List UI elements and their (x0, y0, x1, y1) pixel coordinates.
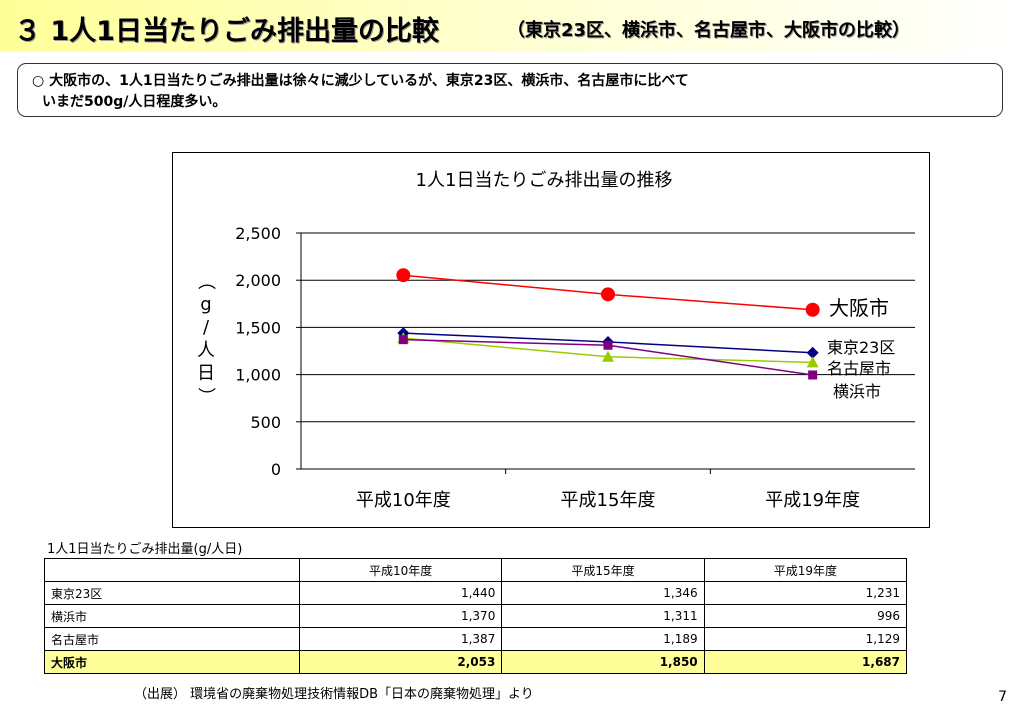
data-point (806, 356, 819, 368)
table-header-cell: 平成10年度 (298, 558, 503, 582)
x-tick-label: 平成10年度 (356, 490, 451, 511)
row-label: 大阪市 (44, 650, 300, 674)
table-cell: 996 (703, 604, 908, 628)
y-axis-label-glyph: 人 (197, 340, 215, 361)
y-axis-label: （ g/人日 ） (195, 272, 216, 405)
y-tick-label: 2,500 (235, 224, 281, 243)
series-0 (396, 268, 820, 317)
x-tick-label: 平成15年度 (561, 490, 656, 511)
table-cell: 1,370 (298, 604, 503, 628)
chart-canvas: 1人1日当たりごみ排出量の推移 0 500 1,000 1,500 2,000 2,500… (195, 170, 915, 511)
legend-label: 東京23区 (827, 338, 895, 357)
y-tick-labels: 0 500 1,000 1,500 2,000 2,500 (235, 224, 281, 479)
table-cell: 1,311 (501, 604, 705, 628)
y-axis-label-glyph: g (200, 294, 211, 315)
y-tick-label: 1,500 (235, 318, 281, 337)
source-note: （出展） 環境省の廃棄物処理技術情報DB「日本の廃棄物処理」より (134, 687, 534, 702)
table-cell: 1,346 (501, 581, 705, 605)
series-layer (396, 268, 820, 380)
y-tick-label: 0 (271, 460, 281, 479)
table-cell: 1,850 (501, 650, 705, 674)
page-subtitle: （東京23区、横浜市、名古屋市、大阪市の比較） (507, 20, 911, 41)
y-axis-label-glyph: ） (195, 387, 216, 405)
series-3 (398, 335, 818, 380)
table-cell: 1,440 (298, 581, 503, 605)
y-axis-label-glyph: 日 (197, 363, 215, 384)
data-point (601, 287, 615, 302)
title-band: ３ 1人1日当たりごみ排出量の比較 （東京23区、横浜市、名古屋市、大阪市の比較… (0, 0, 1023, 52)
y-axis-label-glyph: / (203, 317, 210, 338)
table-header-cell: 平成19年度 (703, 558, 908, 582)
x-tick-labels: 平成10年度 平成15年度 平成19年度 (356, 490, 860, 511)
data-point (396, 268, 411, 283)
table-header-cell: 平成15年度 (501, 558, 705, 582)
data-point (603, 340, 613, 350)
x-tick-label: 平成19年度 (765, 490, 860, 511)
page-title: ３ 1人1日当たりごみ排出量の比較 (14, 16, 439, 47)
data-point (805, 302, 820, 317)
summary-line-1: ○ 大阪市の、1人1日当たりごみ排出量は徐々に減少しているが、東京23区、横浜市… (32, 73, 689, 89)
legend-label: 大阪市 (829, 296, 889, 320)
data-point (602, 350, 614, 362)
table-caption: 1人1日当たりごみ排出量(g/人日) (47, 542, 243, 557)
table-header-row: 平成10年度 平成15年度 平成19年度 (44, 558, 908, 582)
y-tick-label: 500 (250, 413, 281, 432)
table-cell: 1,129 (703, 627, 908, 651)
table-cell: 2,053 (298, 650, 503, 674)
table-row: 名古屋市 1,387 1,189 1,129 (44, 627, 908, 651)
data-point (806, 346, 819, 359)
legend-label: 横浜市 (833, 382, 881, 401)
table-header-cell (44, 558, 300, 582)
table-row: 東京23区 1,440 1,346 1,231 (44, 581, 908, 605)
gridlines (296, 232, 915, 474)
table-cell: 1,687 (703, 650, 908, 674)
table-cell: 1,189 (501, 627, 705, 651)
line-chart: 1人1日当たりごみ排出量の推移 0 500 1,000 1,500 2,000 2,500… (172, 152, 930, 528)
data-table: 平成10年度 平成15年度 平成19年度 東京23区 1,440 1,346 1… (44, 558, 908, 674)
table-cell: 1,387 (298, 627, 503, 651)
row-label: 東京23区 (44, 581, 300, 605)
table-row: 横浜市 1,370 1,311 996 (44, 604, 908, 628)
legend-label: 名古屋市 (827, 359, 891, 378)
y-tick-label: 2,000 (235, 271, 281, 290)
row-label: 横浜市 (44, 604, 300, 628)
table-cell: 1,231 (703, 581, 908, 605)
data-point (808, 370, 818, 380)
y-tick-label: 1,000 (235, 366, 281, 385)
data-point (398, 335, 408, 345)
y-axis-label-glyph: （ (195, 272, 216, 290)
row-label: 名古屋市 (44, 627, 300, 651)
page-number: 7 (998, 689, 1007, 705)
table-row-highlighted: 大阪市 2,053 1,850 1,687 (44, 650, 908, 674)
summary-note: ○ 大阪市の、1人1日当たりごみ排出量は徐々に減少しているが、東京23区、横浜市… (17, 63, 1003, 117)
summary-line-2: いまだ500g/人日程度多い。 (42, 94, 227, 110)
chart-title: 1人1日当たりごみ排出量の推移 (416, 170, 673, 191)
